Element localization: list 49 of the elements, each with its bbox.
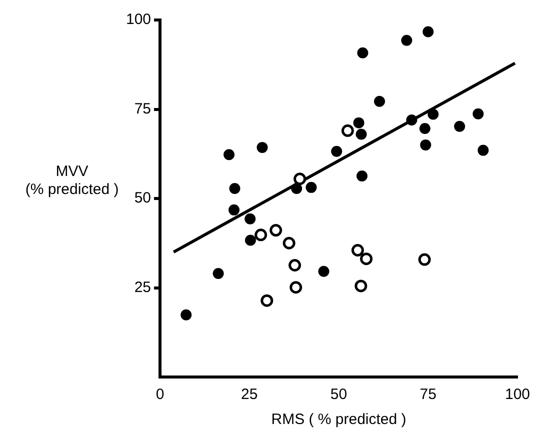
point [353,117,364,128]
x-tick-label: 50 [330,386,348,404]
point [270,224,282,237]
point [260,294,274,307]
point [351,244,364,257]
point [356,128,367,140]
y-tick-label: 100 [126,11,152,28]
point [418,253,431,266]
point [406,114,418,126]
point [401,34,412,46]
x-tick-label: 75 [420,386,436,404]
point [290,281,302,294]
point [357,47,368,58]
point [354,280,368,292]
y-tick-label: 75 [134,100,152,118]
y-axis-title: MVV (% predicted ) [25,162,119,198]
point [228,204,240,216]
point [422,26,434,38]
point [472,108,484,120]
y-tick-label: 50 [134,190,152,207]
point [256,142,268,153]
point [374,96,386,107]
point [212,268,224,279]
point [294,172,306,186]
point [420,139,432,150]
point [282,236,296,250]
point [454,120,466,132]
point [224,149,235,160]
point [306,182,317,193]
point [341,124,354,137]
point [478,144,489,156]
point [288,259,302,272]
point [360,252,373,266]
point [318,266,330,277]
point [428,108,439,120]
x-tick-label: 25 [241,386,258,404]
point [229,183,240,194]
point [331,146,342,157]
point [291,183,302,194]
point [244,213,256,224]
point [419,123,430,134]
x-tick-label: 100 [504,386,530,404]
x-axis-title: RMS ( % predicted ) [271,411,406,428]
point [254,228,268,242]
point [356,170,368,182]
point [180,309,192,320]
x-tick-label: 0 [156,386,164,404]
y-tick-label: 25 [134,278,152,296]
point [244,234,256,246]
